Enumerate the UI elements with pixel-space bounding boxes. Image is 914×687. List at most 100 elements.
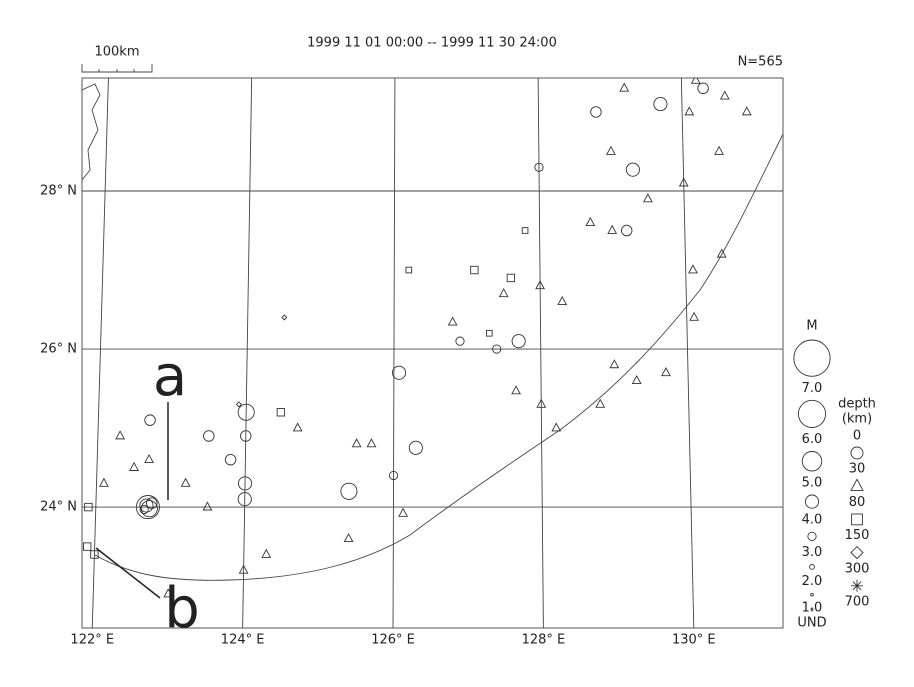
- earthquake: [180, 477, 191, 487]
- und-symbol: [810, 607, 814, 611]
- magnitude-symbol: [809, 564, 815, 570]
- magnitude-symbol: [810, 592, 814, 597]
- earthquake: [661, 367, 671, 377]
- earthquake: [557, 295, 568, 305]
- trench-line: [94, 133, 783, 581]
- earthquake: [678, 177, 689, 187]
- longitude-label: 122° E: [70, 633, 114, 648]
- depth-symbol: [851, 513, 863, 526]
- depth-symbol: [850, 545, 864, 560]
- earthquake: [99, 477, 109, 487]
- pointer-b: [95, 547, 161, 599]
- earthquake: [688, 264, 698, 274]
- earthquake: [129, 461, 139, 471]
- earthquake: [498, 288, 509, 298]
- magnitude-symbol: [801, 451, 823, 472]
- earthquake: [281, 314, 288, 321]
- earthquake: [620, 224, 633, 237]
- earthquake: [84, 502, 93, 512]
- earthquake: [237, 403, 255, 421]
- earthquake: [536, 398, 547, 408]
- map-frame: [81, 77, 784, 629]
- earthquake: [716, 248, 727, 258]
- earthquake: [684, 106, 695, 116]
- earthquake: [741, 106, 752, 116]
- earthquake: [240, 430, 252, 442]
- earthquake: [292, 422, 303, 432]
- longitude-label: 124° E: [221, 633, 265, 648]
- earthquake: [585, 216, 596, 226]
- earthquake: [690, 78, 701, 84]
- latitude-label: 24° N: [40, 500, 77, 515]
- depth-unit: (km): [842, 412, 872, 427]
- magnitude-label: 7.0: [802, 381, 823, 396]
- earthquake: [625, 162, 640, 177]
- depth-label: 80: [849, 495, 866, 510]
- earthquake: [140, 500, 158, 518]
- earthquake: [388, 470, 399, 481]
- earthquake: [511, 385, 521, 395]
- depth-symbol: [850, 446, 864, 460]
- magnitude-label: 2.0: [802, 574, 823, 589]
- latitude-label: 26° N: [40, 342, 77, 357]
- earthquake: [235, 401, 242, 408]
- earthquake: [408, 440, 423, 455]
- earthquake: [521, 227, 529, 234]
- magnitude-symbol: [807, 531, 817, 541]
- earthquake: [714, 145, 724, 155]
- earthquake: [697, 82, 709, 95]
- earthquake: [340, 482, 358, 500]
- latitude-label: 28° N: [40, 184, 77, 199]
- earthquake: [631, 374, 642, 385]
- longitude-line: [680, 78, 695, 628]
- longitude-line: [91, 78, 109, 628]
- earthquake: [135, 495, 160, 520]
- depth-label: 700: [845, 595, 870, 610]
- earthquake: [485, 329, 493, 337]
- earthquake: [511, 334, 526, 349]
- depth-label: 150: [845, 528, 870, 543]
- earthquake: [590, 106, 602, 118]
- earthquake: [391, 365, 407, 380]
- magnitude-symbol: [804, 494, 820, 509]
- longitude-label: 130° E: [672, 633, 716, 648]
- scale-bar: [81, 64, 153, 73]
- magnitude-label: 6.0: [802, 432, 823, 447]
- depth-title: depth: [838, 397, 876, 412]
- earthquake: [238, 564, 249, 574]
- magnitude-label: 4.0: [802, 513, 823, 528]
- period: 1999 11 01 00:00 -- 1999 11 30 24:00: [307, 36, 557, 51]
- earthquake: [115, 430, 125, 440]
- earthquake: [276, 408, 286, 417]
- earthquake: [139, 504, 149, 515]
- longitude-label: 126° E: [371, 633, 415, 648]
- earthquake: [224, 453, 237, 466]
- earthquake: [455, 336, 465, 346]
- annotation-a: a: [153, 344, 187, 409]
- earthquake: [689, 311, 699, 321]
- earthquake: [90, 550, 99, 559]
- earthquake: [144, 414, 156, 426]
- earthquake: [595, 398, 606, 408]
- scale-label: 100km: [94, 45, 139, 60]
- earthquake: [202, 501, 213, 511]
- annotation-b: b: [164, 576, 200, 641]
- longitude-label: 128° E: [522, 633, 566, 648]
- depth-label: 300: [845, 561, 870, 576]
- event-count: N=565: [738, 55, 783, 70]
- depth-symbol: [851, 579, 863, 592]
- coastline: [82, 83, 101, 181]
- earthquake: [405, 266, 413, 274]
- magnitude-label: 5.0: [802, 476, 823, 491]
- earthquake: [261, 548, 272, 558]
- earthquake: [551, 422, 562, 432]
- earthquake: [534, 162, 544, 172]
- earthquake: [470, 265, 479, 275]
- earthquake: [351, 438, 362, 448]
- earthquake: [366, 438, 377, 448]
- earthquake: [506, 273, 516, 283]
- earthquake: [492, 344, 502, 354]
- earthquake: [642, 193, 653, 203]
- depth-symbol: [850, 478, 864, 491]
